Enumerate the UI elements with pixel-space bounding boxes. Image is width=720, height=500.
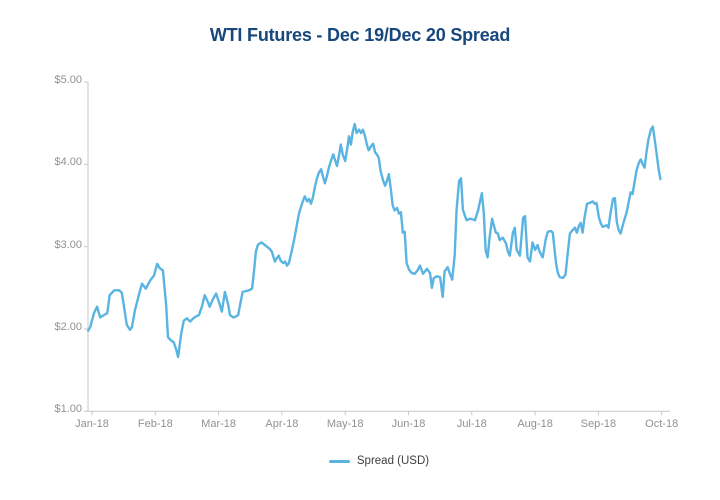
x-axis-tick-label: Jun-18	[391, 418, 426, 430]
legend-item-spread[interactable]: Spread (USD)	[328, 455, 430, 467]
x-axis-tick-label: Oct-18	[645, 418, 679, 430]
spread-line	[87, 122, 662, 359]
legend: Spread (USD)	[88, 455, 670, 467]
x-axis-tick-label: Apr-18	[265, 418, 299, 430]
x-axis-tick-label: Aug-18	[517, 418, 553, 430]
x-axis-tick-label: May-18	[326, 418, 364, 430]
legend-line-swatch	[328, 459, 350, 463]
x-axis-tick-label: Feb-18	[137, 418, 173, 430]
y-axis-tick-label: $4.00	[54, 156, 82, 169]
x-axis-tick-label: Mar-18	[201, 418, 237, 430]
y-axis-tick-label: $1.00	[54, 403, 82, 416]
chart-title: WTI Futures - Dec 19/Dec 20 Spread	[209, 25, 511, 45]
y-axis-tick-label: $2.00	[54, 320, 82, 333]
x-axis-tick-label: Jul-18	[456, 418, 487, 430]
y-axis-tick-label: $5.00	[54, 74, 82, 86]
legend-item-label: Spread (USD)	[356, 455, 430, 467]
x-axis-tick-label: Jan-18	[75, 418, 109, 430]
y-axis-tick-label: $3.00	[54, 238, 82, 251]
x-axis-tick-label: Sep-18	[580, 418, 617, 430]
